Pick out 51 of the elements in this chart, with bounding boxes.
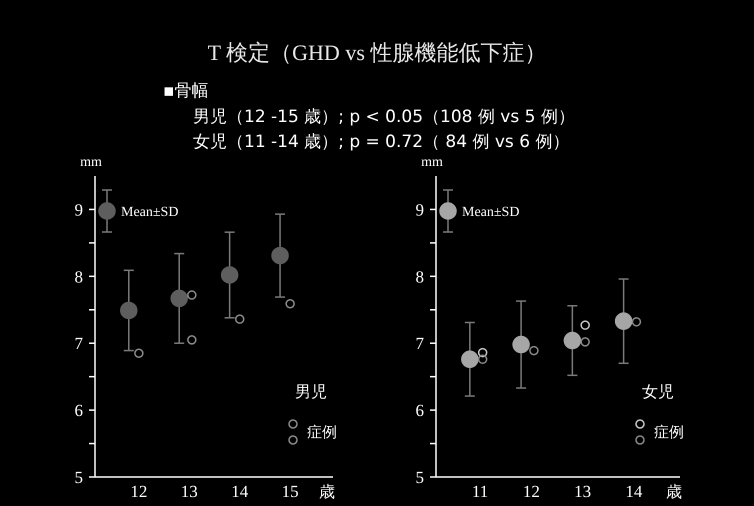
- point: [120, 302, 138, 320]
- x-tick-label: 14: [625, 482, 643, 501]
- legend-label: 症例: [307, 423, 337, 441]
- x-tick-label: 13: [180, 482, 198, 501]
- x-tick-label: 12: [522, 482, 540, 501]
- x-tick-label: 12: [130, 482, 148, 501]
- text: ▪骨幅: [163, 81, 209, 101]
- y-tick-label: 6: [74, 401, 83, 420]
- y-tick-label: 5: [74, 468, 83, 487]
- annotation: 男児: [295, 382, 327, 401]
- y-axis-title: mm: [421, 155, 443, 170]
- point: [134, 348, 144, 358]
- legend-label: 症例: [654, 423, 684, 441]
- x-tick-label: 13: [574, 482, 592, 501]
- annotation: 女児: [642, 382, 674, 401]
- y-tick-label: 8: [416, 267, 424, 286]
- text: 男児（12 -15 歳）; p < 0.05（108 例 vs 5 例）: [193, 107, 575, 127]
- legend-label: Mean±SD: [121, 205, 178, 220]
- point: [614, 312, 632, 330]
- x-axis-title: 歳: [319, 482, 335, 501]
- legend-label: Mean±SD: [462, 205, 520, 220]
- point: [461, 350, 479, 368]
- x-tick-label: 14: [231, 482, 249, 501]
- point: [632, 317, 642, 327]
- y-tick-label: 8: [74, 267, 83, 286]
- point: [580, 320, 590, 330]
- y-axis-title: mm: [80, 155, 102, 170]
- x-axis-title: 歳: [666, 482, 682, 501]
- x-tick-label: 11: [472, 482, 488, 501]
- point: [187, 335, 197, 345]
- y-tick-label: 7: [416, 334, 424, 354]
- text: T 検定（GHD vs 性腺機能低下症）: [208, 40, 546, 65]
- point: [170, 290, 188, 308]
- point: [285, 299, 295, 309]
- point: [478, 354, 488, 364]
- y-tick-label: 9: [416, 200, 424, 220]
- point: [187, 290, 197, 300]
- y-tick-label: 6: [416, 401, 424, 420]
- y-tick-label: 9: [74, 200, 83, 220]
- y-tick-label: 7: [74, 334, 84, 354]
- x-tick-label: 15: [282, 482, 299, 501]
- y-tick-label: 5: [416, 468, 424, 487]
- text: 女児（11 -14 歳）; p = 0.72（ 84 例 vs 6 例）: [193, 132, 570, 152]
- point: [564, 332, 582, 350]
- point: [478, 348, 488, 358]
- point: [234, 314, 244, 324]
- point: [220, 266, 238, 284]
- point: [580, 337, 590, 347]
- point: [512, 336, 530, 354]
- point: [271, 246, 289, 264]
- point: [529, 346, 539, 356]
